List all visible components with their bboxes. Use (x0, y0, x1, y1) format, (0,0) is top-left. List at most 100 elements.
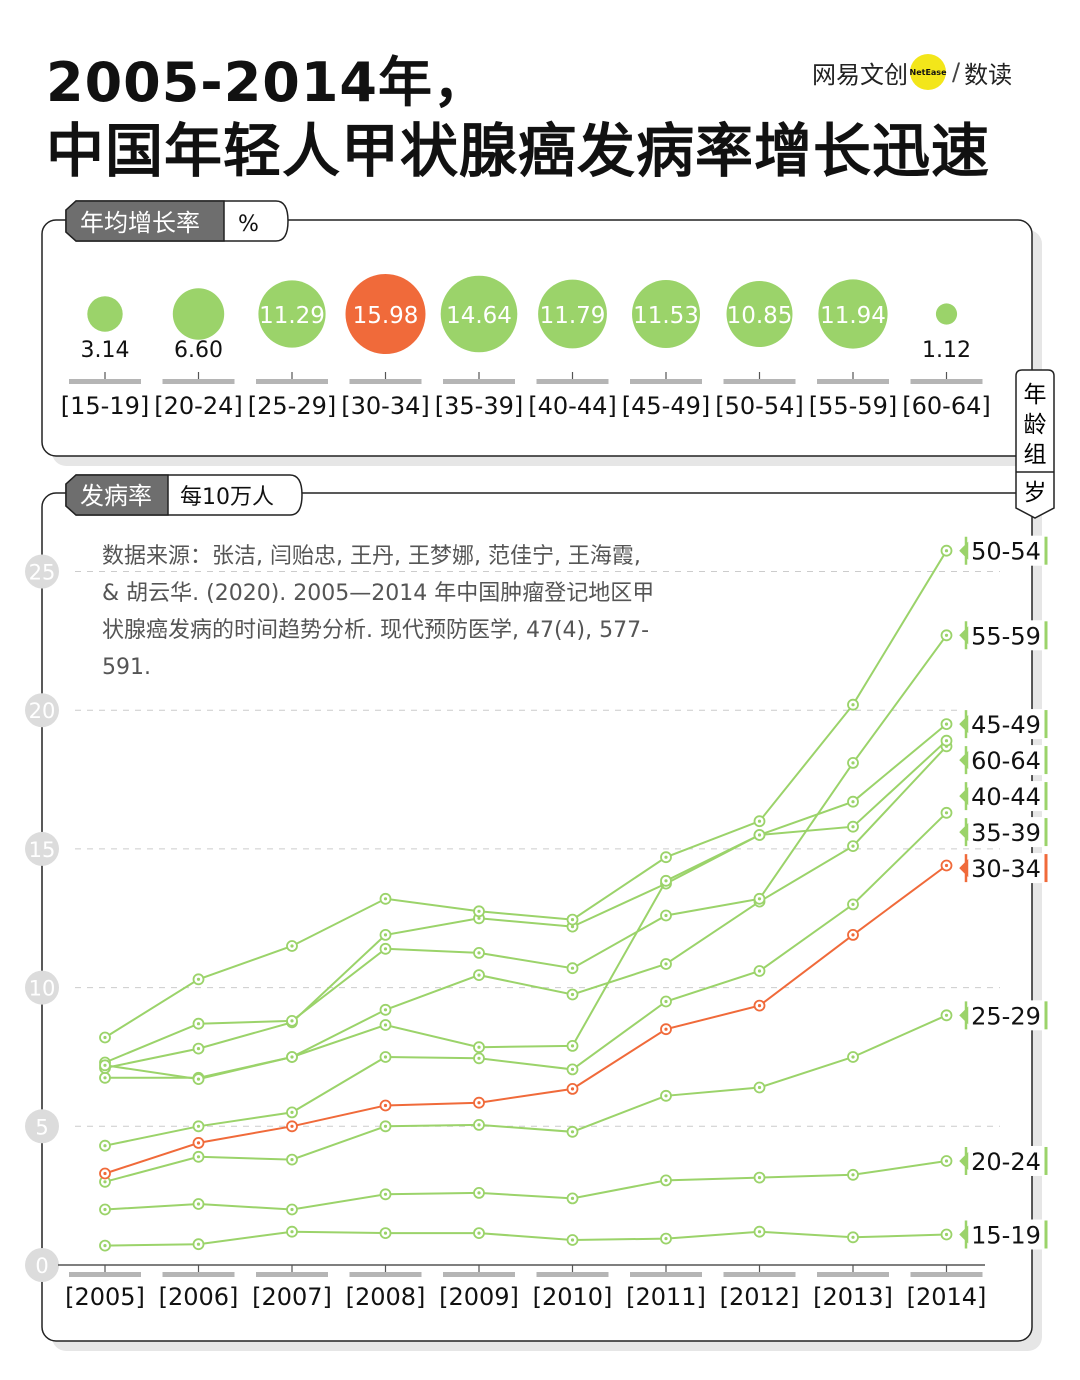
growth-value-label: 15.98 (353, 303, 419, 329)
data-point-center (103, 1144, 107, 1148)
data-point-center (944, 739, 949, 743)
series-line-60-64 (104, 739, 948, 1081)
data-point-center (570, 1067, 575, 1071)
data-point-center (570, 918, 575, 922)
netease-badge-icon: NetEase (910, 54, 947, 90)
growth-value-label: 6.60 (174, 338, 223, 363)
logo-separator: / (952, 58, 961, 86)
growth-category-label: [20-24] (154, 392, 242, 420)
side-label-char-2: 龄 (1024, 412, 1047, 438)
x-tick-label: [2009] (439, 1283, 519, 1311)
y-tick-badge (25, 1248, 59, 1282)
data-point-center (944, 1013, 949, 1017)
data-point-center (757, 1176, 762, 1180)
end-label-left-bracket (959, 536, 969, 565)
data-point-center (664, 962, 668, 966)
data-point-center (290, 1158, 294, 1162)
chart-title-line2: 中国年轻人甲状腺癌发病率增长迅速 (46, 117, 991, 185)
data-point-center (851, 902, 855, 907)
brand-logo: 网易文创 NetEase / 数读 (812, 52, 1012, 92)
data-point-center (290, 1124, 294, 1128)
x-tick-label: [2013] (813, 1283, 893, 1311)
data-point-center (383, 933, 388, 937)
growth-value-label: 10.85 (727, 303, 793, 329)
data-point-center (290, 1110, 294, 1114)
growth-category-bar (256, 379, 328, 384)
data-point-center (290, 1019, 294, 1023)
y-axis: 0 5 10 15 20 25 (25, 554, 59, 1282)
growth-category-bar (630, 379, 702, 384)
growth-bubble (345, 274, 426, 354)
x-tick-label: [2010] (533, 1283, 613, 1311)
end-label-text: 60-64 (971, 747, 1041, 775)
data-point-center (196, 1047, 201, 1051)
data-point-center (383, 1192, 388, 1196)
data-point-center (196, 1202, 201, 1206)
data-point-center (477, 1056, 481, 1060)
logo-left-text: 网易文创 (812, 60, 908, 89)
x-category-bar (817, 1272, 889, 1277)
x-category-bar (723, 1272, 796, 1277)
data-point-center (196, 977, 201, 981)
end-label-left-bracket (959, 621, 969, 650)
incidence-panel-label: 发病率 (80, 482, 152, 510)
y-tick-label: 10 (29, 977, 56, 1001)
end-label-text: 15-19 (971, 1221, 1041, 1249)
data-point-center (570, 966, 575, 970)
data-point-center (383, 1103, 388, 1108)
x-category-bar (630, 1272, 702, 1277)
end-label-left-bracket (959, 1001, 969, 1030)
end-label-box (963, 745, 1046, 776)
data-point-center (851, 703, 855, 707)
data-point-center (944, 1232, 949, 1237)
end-label-text: 55-59 (971, 622, 1041, 650)
growth-value-label: 11.79 (540, 303, 606, 329)
data-point-center (477, 916, 481, 920)
growth-value-label: 14.64 (446, 303, 512, 329)
y-tick-badge (25, 554, 59, 589)
growth-bubble (632, 280, 700, 348)
data-point-center (383, 1231, 388, 1235)
growth-category-label: [50-54] (715, 392, 803, 420)
end-label-left-bracket (959, 782, 969, 811)
data-point-center (103, 1063, 107, 1067)
data-point-center (944, 811, 949, 815)
growth-bubble (440, 275, 518, 353)
data-point-center (570, 1130, 575, 1134)
y-tick-badge (25, 693, 59, 728)
growth-category-bar (443, 379, 515, 384)
x-tick-label: [2011] (626, 1283, 706, 1311)
growth-category-bar (162, 379, 235, 384)
end-label-box (963, 620, 1046, 651)
x-category-bar (536, 1272, 609, 1277)
x-category-bar (349, 1272, 422, 1277)
x-tick-label: [2008] (346, 1283, 426, 1311)
data-source-note: 数据来源：张洁, 闫贻忠, 王丹, 王梦娜, 范佳宁, 王海霞, & 胡云华. … (102, 544, 655, 680)
growth-value-label: 1.12 (922, 338, 971, 363)
data-point-center (290, 1230, 294, 1234)
data-point-center (664, 913, 668, 918)
incidence-panel-header: 发病率 每10万人 (65, 474, 303, 516)
data-point-center (851, 844, 855, 848)
growth-bubble (726, 281, 793, 347)
end-label-left-bracket (959, 1146, 969, 1175)
x-tick-label: [2005] (65, 1283, 145, 1311)
data-point-center (383, 1008, 388, 1012)
data-point-center (570, 1044, 575, 1048)
growth-category-label: [40-44] (528, 392, 616, 420)
x-tick-label: [2007] (252, 1283, 332, 1311)
growth-value-label: 11.94 (820, 303, 886, 329)
data-point-center (196, 1022, 201, 1026)
end-label-box (963, 853, 1046, 884)
series-line-20-24 (104, 1160, 947, 1211)
growth-category-bar (536, 379, 609, 384)
data-point-center (851, 1235, 855, 1239)
data-point-center (290, 1207, 294, 1212)
series-line-35-39 (104, 812, 948, 1147)
data-point-center (196, 1077, 201, 1081)
data-point-center (944, 1159, 949, 1163)
growth-category-label: [45-49] (622, 392, 710, 420)
data-point-center (103, 1180, 107, 1184)
data-point-center (477, 1191, 481, 1195)
data-point-center (851, 1055, 855, 1059)
